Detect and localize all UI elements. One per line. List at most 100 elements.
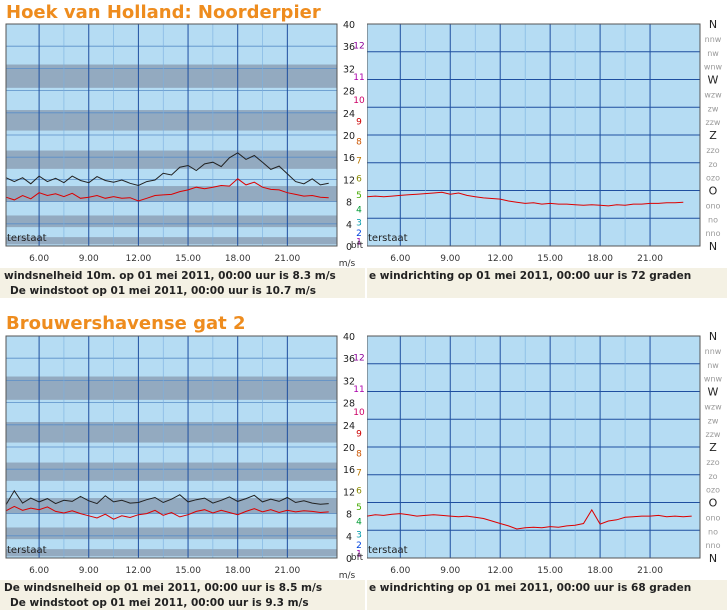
x-tick-label: 21.00 [637,566,663,576]
direction-tick-label: ozo [706,486,720,495]
bft-tick-label: 7 [356,469,362,479]
bft-unit-label: bft [351,241,364,251]
direction-tick-label: O [709,185,718,198]
bft-tick-label: 11 [353,385,364,395]
bft-tick-label: 11 [353,73,364,83]
direction-tick-label: ozo [706,174,720,183]
direction-caption: e windrichting op 01 mei 2011, 00:00 uur… [367,268,727,298]
bft-tick-label: 1 [356,550,362,560]
bft-tick-label: 2 [356,541,362,551]
beaufort-band [6,215,337,228]
ms-tick-label: 12 [343,175,355,186]
x-tick-label: 21.00 [274,566,300,576]
bft-tick-label: 8 [356,450,362,460]
direction-tick-label: nno [705,541,720,550]
ms-tick-label: 0 [346,554,352,565]
ms-tick-label: 40 [343,332,355,343]
direction-tick-label: zzw [706,118,721,127]
corner-label: terstaat [368,233,408,244]
direction-tick-label: N [709,332,717,343]
plot-frame [367,23,701,247]
direction-tick-label: zw [708,416,719,425]
ms-tick-label: 20 [343,443,355,454]
ms-tick-label: 8 [346,510,352,521]
ms-tick-label: 0 [346,242,352,253]
ms-tick-label: 28 [343,87,355,98]
speed-caption: De windsnelheid op 01 mei 2011, 00:00 uu… [0,580,365,610]
direction-tick-label: nnw [705,35,722,44]
direction-tick-label: N [709,240,717,253]
direction-tick-label: N [709,20,717,31]
corner-label: terstaat [368,545,408,556]
direction-tick-label: wzw [704,402,722,411]
x-tick-label: 12.00 [487,566,513,576]
bft-tick-label: 4 [356,206,362,216]
bft-tick-label: 8 [356,138,362,148]
bft-tick-label: 3 [356,530,362,540]
ms-tick-label: 24 [343,109,355,120]
x-tick-label: 15.00 [537,566,563,576]
series-line [367,191,684,207]
x-tick-label: 18.00 [225,254,251,264]
x-tick-label: 18.00 [225,566,251,576]
direction-tick-label: W [708,386,719,399]
direction-tick-label: zo [708,160,717,169]
speed-caption-line2: De windstoot op 01 mei 2011, 00:00 uur i… [10,597,309,609]
bft-tick-label: 9 [356,429,362,439]
station-title: Brouwershavense gat 2 [6,313,246,334]
x-tick-label: 6.00 [29,566,49,576]
ms-tick-label: 20 [343,131,355,142]
direction-tick-label: zo [708,472,717,481]
ms-tick-label: 4 [346,220,352,231]
speed-caption-line1: windsnelheid 10m. op 01 mei 2011, 00:00 … [4,270,336,282]
x-tick-label: 21.00 [637,254,663,264]
direction-tick-label: N [709,552,717,565]
ms-tick-label: 4 [346,532,352,543]
speed-caption-line1: De windsnelheid op 01 mei 2011, 00:00 uu… [4,582,323,594]
series-line [5,178,329,202]
bft-tick-label: 12 [353,41,364,51]
bft-tick-label: 6 [356,174,362,184]
beaufort-band [6,549,337,557]
ms-tick-label: 36 [343,354,355,365]
x-tick-label: 9.00 [79,254,99,264]
ms-unit-label: m/s [339,259,356,268]
x-tick-label: 15.00 [537,254,563,264]
direction-tick-label: ono [706,201,721,210]
bft-tick-label: 7 [356,157,362,167]
bft-tick-label: 10 [353,96,365,106]
direction-caption: e windrichting op 01 mei 2011, 00:00 uur… [367,580,727,610]
x-tick-label: 12.00 [126,254,152,264]
x-tick-label: 6.00 [390,566,410,576]
bft-tick-label: 5 [356,191,362,201]
direction-tick-label: O [709,497,718,510]
x-tick-label: 18.00 [587,254,613,264]
x-tick-label: 21.00 [274,254,300,264]
direction-tick-label: W [708,74,719,87]
direction-tick-label: nw [707,361,719,370]
beaufort-band [6,527,337,540]
bft-tick-label: 3 [356,218,362,228]
ms-tick-label: 16 [343,153,355,164]
direction-tick-label: Z [709,129,717,142]
bft-tick-label: 10 [353,408,365,418]
speed-caption: windsnelheid 10m. op 01 mei 2011, 00:00 … [0,268,365,298]
corner-label: terstaat [7,233,47,244]
direction-tick-label: no [708,215,718,224]
ms-tick-label: 28 [343,399,355,410]
x-tick-label: 9.00 [440,566,460,576]
ms-tick-label: 24 [343,421,355,432]
series-line [5,505,329,520]
bft-unit-label: bft [351,553,364,563]
bft-tick-label: 12 [353,353,364,363]
direction-tick-label: wnw [704,63,723,72]
direction-tick-label: Z [709,441,717,454]
station-title: Hoek van Holland: Noorderpier [6,2,321,23]
x-tick-label: 15.00 [175,566,201,576]
series-line [367,508,692,530]
beaufort-band [6,237,337,245]
wind-direction-chart: terstaat 6.00 9.00 12.00 15.00 18.00 21.00 Nnnw… [367,20,723,264]
ms-tick-label: 8 [346,198,352,209]
